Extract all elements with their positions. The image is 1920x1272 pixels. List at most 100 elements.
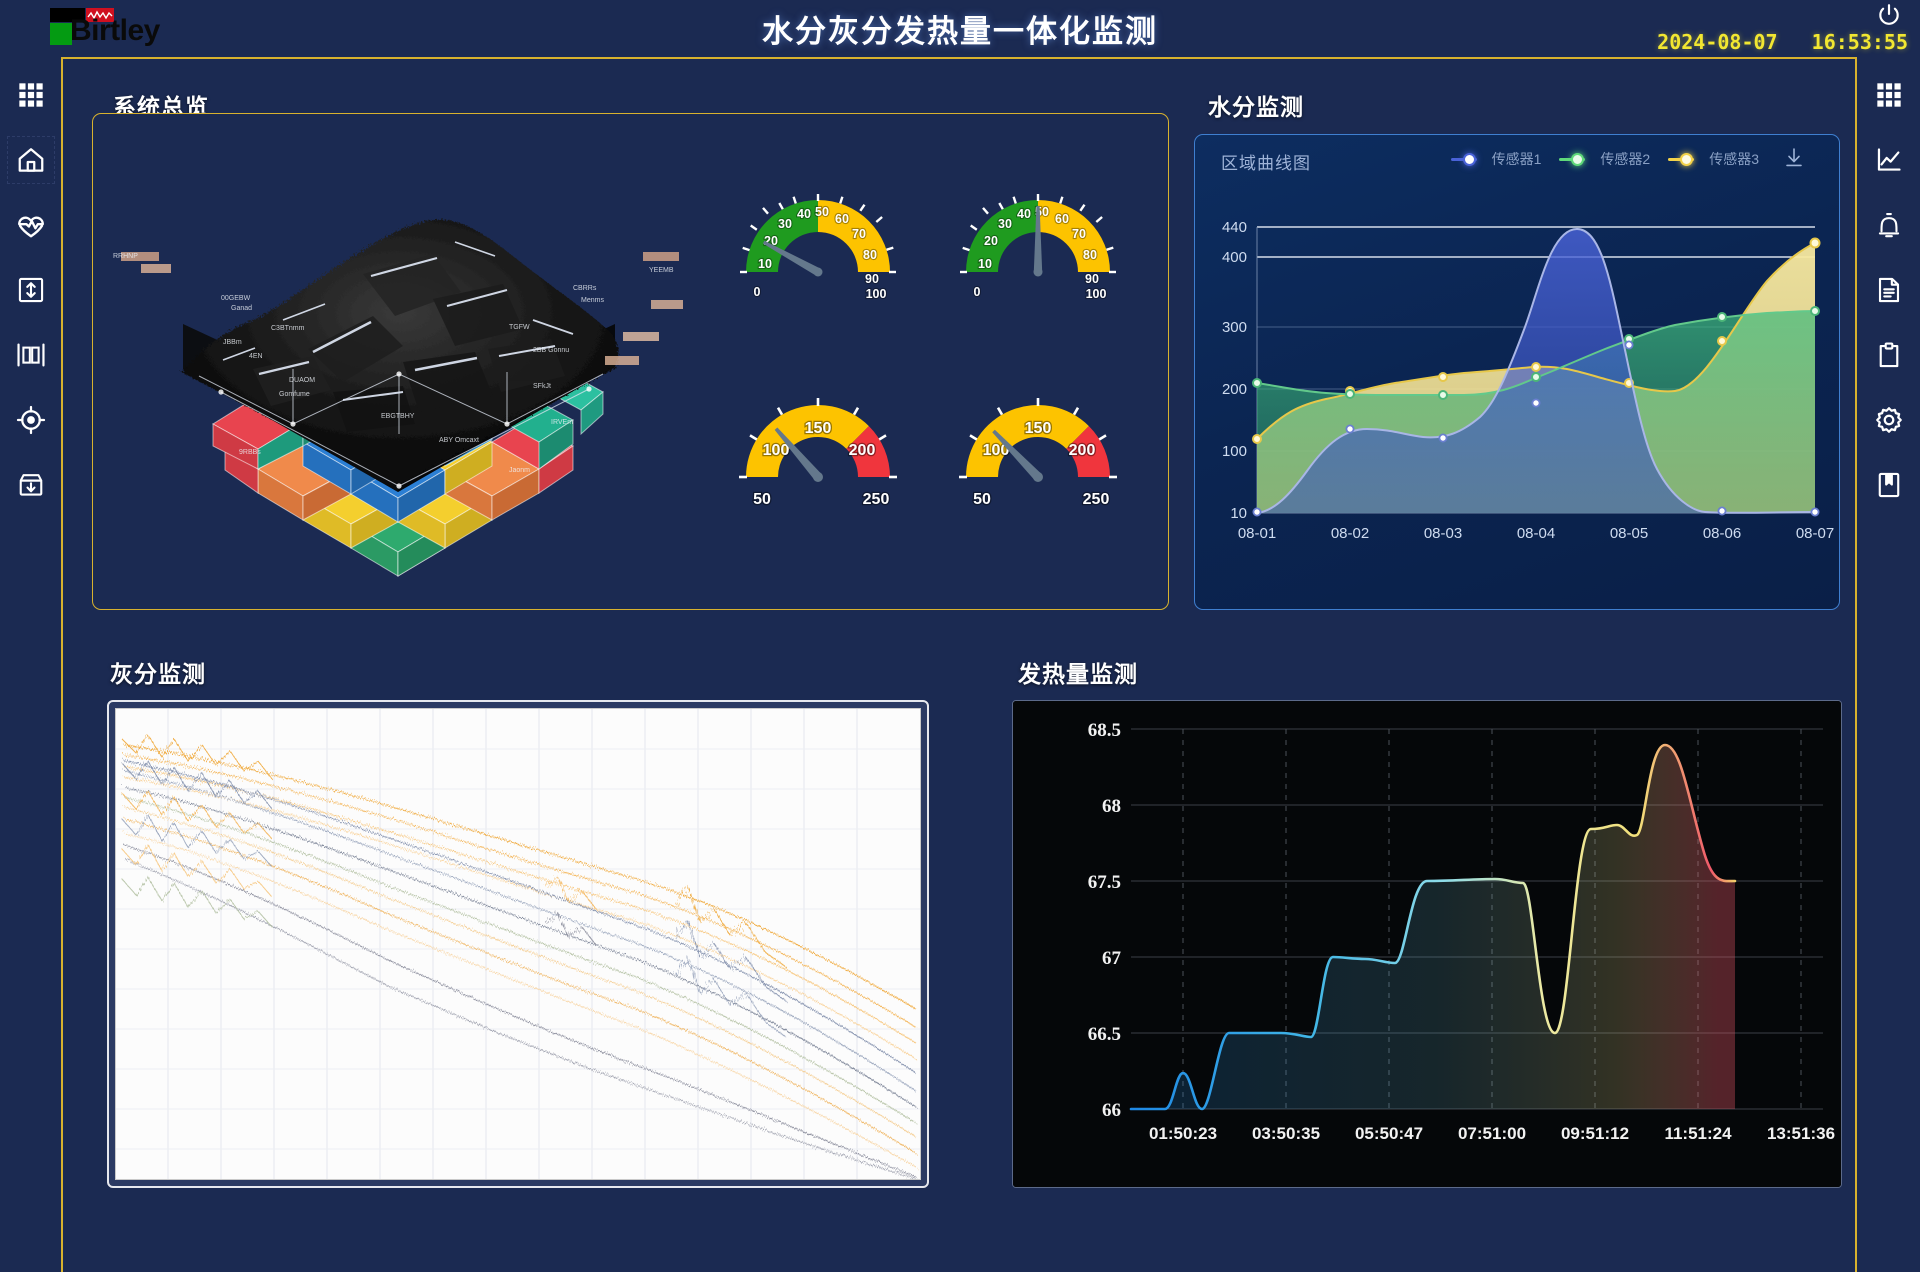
svg-text:08-05: 08-05 — [1610, 525, 1648, 542]
svg-text:ABY Omcaxt: ABY Omcaxt — [439, 437, 479, 444]
legend-label-sensor3: 传感器3 — [1709, 151, 1759, 167]
svg-text:100: 100 — [1086, 287, 1107, 301]
svg-text:EBGTBHY: EBGTBHY — [381, 413, 415, 420]
svg-text:9RBBs: 9RBBs — [239, 449, 261, 456]
sidebar-item-line-chart[interactable] — [1870, 141, 1908, 179]
date-text: 2024-08-07 — [1657, 30, 1778, 54]
svg-text:09:51:12: 09:51:12 — [1561, 1124, 1629, 1143]
moisture-chart-header: 区域曲线图 传感器1 传感器2 传感器 — [1195, 135, 1839, 183]
svg-text:CBRRs: CBRRs — [573, 285, 597, 292]
svg-text:90: 90 — [865, 272, 879, 286]
svg-text:60: 60 — [835, 212, 849, 226]
sidebar-item-target[interactable] — [12, 401, 50, 439]
gauge-moisture-2[interactable]: 0 10 20 30 40 50 60 70 80 90 100 — [943, 154, 1133, 324]
sidebar-item-bell[interactable] — [1870, 206, 1908, 244]
logo-red-block — [86, 8, 114, 22]
svg-text:68.5: 68.5 — [1088, 720, 1121, 741]
svg-text:03:50:35: 03:50:35 — [1252, 1124, 1320, 1143]
sidebar-item-home[interactable] — [6, 136, 55, 184]
brand-logo[interactable]: Birtley — [24, 3, 160, 47]
svg-text:Menms: Menms — [581, 297, 604, 304]
svg-text:Ganad: Ganad — [231, 305, 252, 312]
svg-text:200: 200 — [1069, 442, 1096, 459]
legend-dot-sensor2 — [1571, 152, 1585, 166]
section-title-ash: 灰分监测 — [110, 661, 206, 687]
svg-text:20: 20 — [984, 234, 998, 248]
svg-text:60: 60 — [1055, 212, 1069, 226]
sidebar-item-vertical-arrows[interactable] — [12, 271, 50, 309]
left-rail-divider — [61, 57, 63, 1272]
svg-text:67: 67 — [1102, 948, 1122, 969]
svg-text:08-04: 08-04 — [1517, 525, 1555, 542]
svg-text:30: 30 — [998, 217, 1012, 231]
download-icon[interactable] — [1783, 146, 1805, 170]
svg-text:66: 66 — [1102, 1100, 1121, 1121]
ash-panel — [107, 700, 929, 1188]
svg-text:30: 30 — [778, 217, 792, 231]
heat-value-plot[interactable]: 68.5 68 67.5 67 66.5 66 01:50:23 03:50:3… — [1013, 701, 1841, 1187]
sidebar-item-gear[interactable] — [1870, 401, 1908, 439]
legend-dot-sensor1 — [1462, 152, 1476, 166]
svg-text:0: 0 — [754, 285, 761, 299]
moisture-plot[interactable]: 440 400 300 200 100 10 08-01 08-02 08-03 0… — [1195, 181, 1840, 610]
ash-spectrum-plot[interactable] — [115, 708, 921, 1180]
right-sidebar — [1857, 57, 1920, 1272]
svg-text:JBBm: JBBm — [223, 339, 242, 346]
left-sidebar — [0, 57, 61, 1272]
svg-text:13:51:36: 13:51:36 — [1767, 1124, 1835, 1143]
svg-text:80: 80 — [863, 248, 877, 262]
time-text: 16:53:55 — [1811, 30, 1908, 54]
sidebar-item-columns[interactable] — [12, 336, 50, 374]
svg-text:50: 50 — [815, 205, 829, 219]
svg-text:200: 200 — [1222, 381, 1247, 398]
svg-text:08-02: 08-02 — [1331, 525, 1369, 542]
legend-item-sensor3[interactable]: 传感器3 — [1668, 149, 1759, 169]
svg-text:07:51:00: 07:51:00 — [1458, 1124, 1526, 1143]
legend-item-sensor2[interactable]: 传感器2 — [1559, 149, 1650, 169]
svg-text:68: 68 — [1102, 796, 1121, 817]
right-rail-divider — [1855, 57, 1857, 1272]
sidebar-item-heartbeat[interactable] — [12, 206, 50, 244]
svg-text:67.5: 67.5 — [1088, 872, 1121, 893]
logo-green-block — [50, 23, 72, 45]
svg-text:08-03: 08-03 — [1424, 525, 1462, 542]
moisture-chart-title: 区域曲线图 — [1221, 154, 1311, 173]
sidebar-item-apps-grid[interactable] — [12, 76, 50, 114]
svg-text:250: 250 — [1083, 491, 1110, 508]
sidebar-item-clipboard[interactable] — [1870, 336, 1908, 374]
svg-text:TGFW: TGFW — [509, 324, 530, 331]
logo-text: Birtley — [70, 14, 160, 47]
sidebar-item-bookmark[interactable] — [1870, 466, 1908, 504]
svg-text:200: 200 — [849, 442, 876, 459]
sidebar-item-inbox-download[interactable] — [12, 466, 50, 504]
svg-text:100: 100 — [866, 287, 887, 301]
heat-panel: 68.5 68 67.5 67 66.5 66 01:50:23 03:50:3… — [1012, 700, 1842, 1188]
gauge-moisture-1[interactable]: 0 10 20 30 40 50 60 70 80 90 100 — [723, 154, 913, 324]
svg-text:100: 100 — [983, 442, 1010, 459]
legend-item-sensor1[interactable]: 传感器1 — [1450, 149, 1541, 169]
svg-text:10: 10 — [978, 257, 992, 271]
gauge-heat-1[interactable]: 50 100 150 200 250 — [723, 359, 913, 529]
coal-pile-3d-visual[interactable]: 00GEBW Ganad C3BTnmm DUAOM Gomfume EBGTBHY… — [103, 124, 693, 594]
svg-text:08-07: 08-07 — [1796, 525, 1834, 542]
svg-text:50: 50 — [973, 491, 991, 508]
sidebar-item-document[interactable] — [1870, 271, 1908, 309]
svg-text:70: 70 — [1072, 227, 1086, 241]
svg-text:250: 250 — [863, 491, 890, 508]
svg-text:08-01: 08-01 — [1238, 525, 1276, 542]
section-title-heat: 发热量监测 — [1018, 661, 1138, 687]
svg-text:100: 100 — [1222, 443, 1247, 460]
svg-text:80: 80 — [1083, 248, 1097, 262]
moisture-legend: 传感器1 传感器2 传感器3 — [1450, 149, 1759, 169]
svg-text:Jaonm: Jaonm — [509, 467, 530, 474]
section-title-moisture: 水分监测 — [1208, 94, 1304, 120]
svg-text:08-06: 08-06 — [1703, 525, 1741, 542]
svg-text:300: 300 — [1222, 319, 1247, 336]
gauge-heat-2[interactable]: 50 100 150 200 250 — [943, 359, 1133, 529]
legend-dot-sensor3 — [1680, 152, 1694, 166]
power-icon[interactable] — [1876, 2, 1902, 28]
svg-text:100: 100 — [763, 442, 790, 459]
sidebar-item-apps-grid-right[interactable] — [1870, 76, 1908, 114]
svg-text:05:50:47: 05:50:47 — [1355, 1124, 1423, 1143]
